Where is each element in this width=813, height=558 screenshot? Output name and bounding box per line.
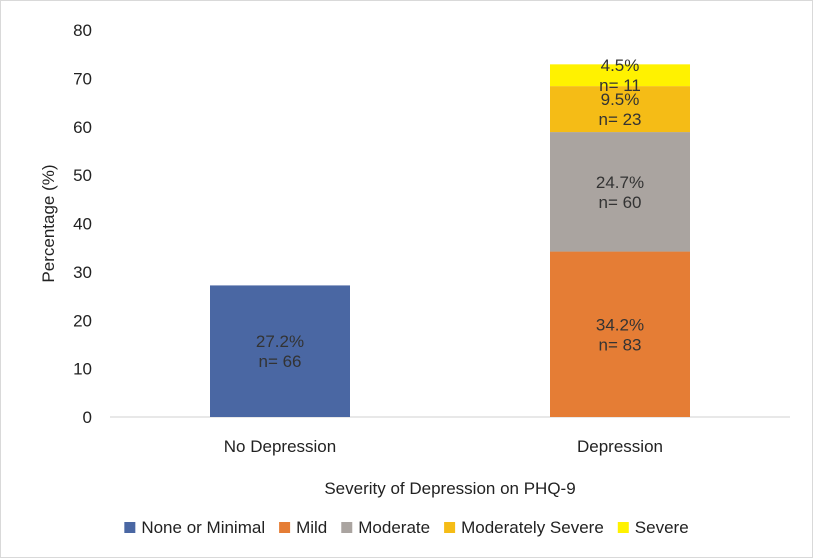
bar-segment	[550, 251, 690, 417]
x-tick-label: No Depression	[224, 437, 336, 456]
x-tick-label: Depression	[577, 437, 663, 456]
y-tick-label: 0	[83, 408, 92, 427]
legend-swatch	[279, 522, 291, 533]
x-axis-title: Severity of Depression on PHQ-9	[324, 479, 575, 498]
y-tick-label: 40	[73, 215, 92, 234]
legend-label: Mild	[296, 518, 327, 537]
data-label: 24.7%	[596, 173, 644, 192]
legend-label: Severe	[635, 518, 689, 537]
data-label: 9.5%	[601, 90, 640, 109]
data-label: n= 66	[258, 352, 301, 371]
bar-segment	[550, 132, 690, 252]
bars	[210, 64, 690, 417]
data-labels: 27.2%n= 66 34.2%n= 83 24.7%n= 60 9.5%n= 23 4…	[256, 56, 644, 371]
y-tick-label: 70	[73, 69, 92, 88]
data-label: n= 23	[598, 110, 641, 129]
bar-segment	[210, 285, 350, 417]
y-tick-label: 10	[73, 360, 92, 379]
legend-swatch	[124, 522, 136, 533]
bar-segment	[550, 86, 690, 133]
y-tick-label: 30	[73, 263, 92, 282]
legend-item: Mild	[279, 518, 327, 537]
legend-swatch	[617, 522, 629, 533]
data-label: 34.2%	[596, 315, 644, 334]
legend-item: Moderately Severe	[444, 518, 604, 537]
legend-item: Severe	[617, 518, 689, 537]
bar-segment	[550, 64, 690, 87]
y-tick-label: 60	[73, 118, 92, 137]
y-tick-label: 50	[73, 166, 92, 185]
data-label: 4.5%	[601, 56, 640, 75]
legend-swatch	[341, 522, 353, 533]
legend-item: Moderate	[341, 518, 430, 537]
y-tick-label: 80	[73, 21, 92, 40]
data-label: n= 83	[598, 335, 641, 354]
legend-label: None or Minimal	[141, 518, 265, 537]
data-label: n= 11	[599, 76, 641, 95]
legend-item: None or Minimal	[124, 518, 265, 537]
x-axis-ticks: No Depression Depression	[224, 437, 663, 456]
legend: None or Minimal Mild Moderate Moderately Se…	[124, 518, 689, 537]
y-axis-ticks: 0 10 20 30 40 50 60 70 80	[73, 21, 92, 427]
y-tick-label: 20	[73, 311, 92, 330]
legend-label: Moderately Severe	[461, 518, 604, 537]
data-label: 27.2%	[256, 332, 304, 351]
y-axis-title: Percentage (%)	[39, 164, 58, 282]
legend-label: Moderate	[358, 518, 430, 537]
data-label: n= 60	[598, 193, 641, 212]
legend-swatch	[444, 522, 456, 533]
